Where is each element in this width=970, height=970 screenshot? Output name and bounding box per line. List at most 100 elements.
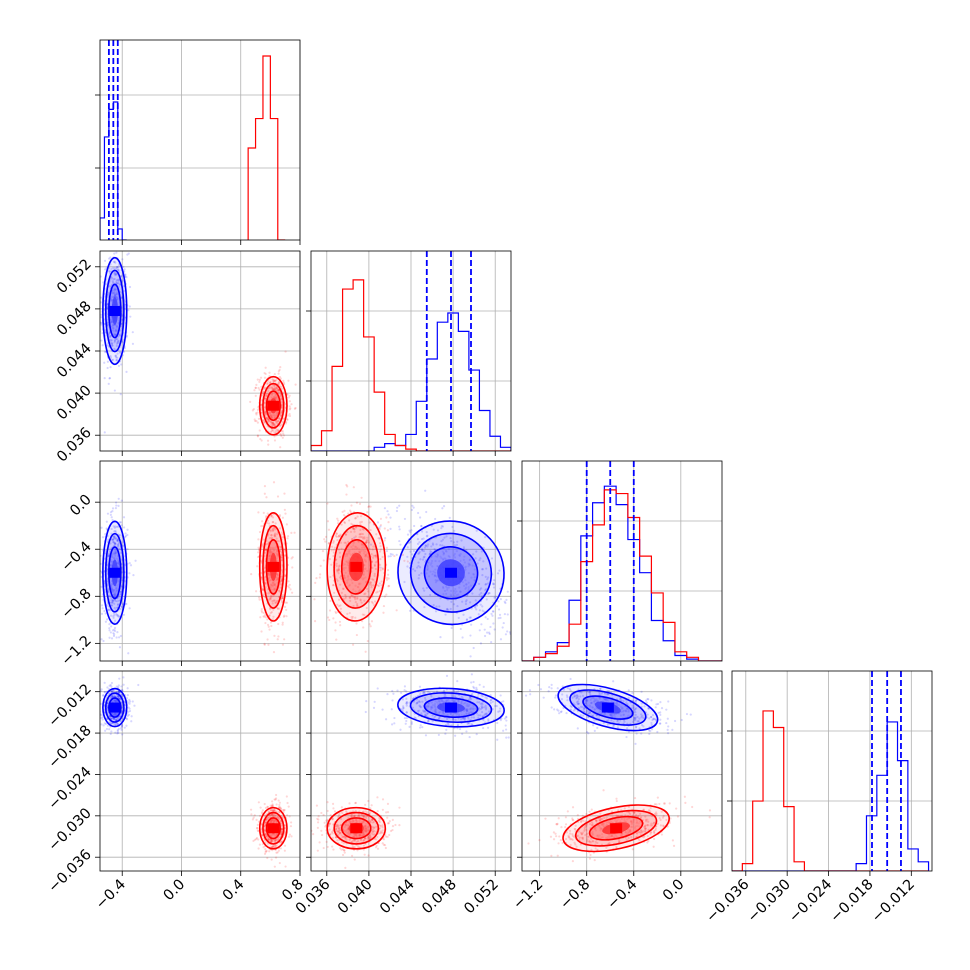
scatter-point [271, 421, 274, 424]
scatter-point [260, 607, 263, 611]
scatter-point [266, 618, 269, 621]
scatter-point [378, 537, 381, 540]
scatter-point [266, 382, 269, 385]
scatter-point [116, 722, 119, 725]
scatter-point [479, 603, 482, 606]
scatter-point [270, 386, 274, 389]
scatter-point [265, 548, 268, 551]
scatter-point [359, 521, 362, 524]
scatter-point [495, 704, 498, 708]
scatter-point [362, 537, 365, 540]
scatter-point [403, 580, 406, 584]
scatter-point [486, 631, 489, 634]
scatter-point [104, 329, 107, 332]
scatter-point [361, 527, 364, 531]
scatter-point [405, 711, 408, 714]
scatter-point [117, 615, 120, 618]
scatter-point [367, 505, 371, 508]
scatter-point [113, 266, 116, 270]
scatter-point [119, 393, 122, 396]
scatter-point [476, 562, 479, 565]
scatter-point [485, 567, 488, 570]
scatter-point [119, 697, 122, 701]
scatter-point [116, 539, 119, 542]
scatter-point [478, 707, 481, 710]
scatter-point [272, 423, 275, 426]
scatter-point [403, 517, 407, 521]
scatter-point [321, 549, 325, 553]
scatter-point [386, 529, 390, 532]
scatter-point [108, 715, 111, 718]
scatter-point [405, 704, 408, 707]
scatter-point [505, 719, 508, 722]
scatter-point [275, 803, 278, 806]
scatter-point [348, 596, 352, 600]
scatter-point [481, 695, 484, 698]
scatter-point [349, 511, 352, 514]
scatter-point [424, 734, 428, 737]
scatter-point [128, 707, 131, 710]
scatter-point [128, 702, 131, 705]
scatter-point [111, 344, 114, 347]
scatter-point [264, 850, 267, 853]
scatter-point [112, 615, 115, 618]
scatter-point [274, 838, 277, 842]
scatter-point [453, 727, 456, 730]
scatter-point [264, 411, 267, 414]
scatter-point [116, 544, 120, 547]
scatter-point [132, 574, 135, 577]
scatter-point [450, 693, 453, 696]
scatter-point [280, 575, 283, 578]
scatter-point [112, 722, 115, 725]
scatter-point [498, 613, 502, 616]
scatter-point [288, 400, 291, 403]
scatter-point [340, 523, 343, 526]
scatter-point [272, 381, 275, 384]
scatter-point [267, 389, 270, 393]
scatter-point [444, 695, 447, 698]
scatter-point [104, 331, 107, 334]
scatter-point [260, 411, 263, 414]
scatter-point [274, 856, 278, 859]
scatter-point [334, 534, 337, 537]
scatter-point [335, 558, 338, 561]
scatter-point [284, 422, 288, 425]
scatter-point [351, 537, 354, 541]
scatter-point [103, 681, 106, 684]
scatter-point [337, 567, 340, 570]
scatter-point [121, 695, 124, 698]
scatter-point [271, 800, 274, 803]
scatter-point [412, 549, 416, 553]
scatter-point [127, 713, 131, 716]
scatter-point [461, 732, 464, 735]
scatter-point [337, 598, 341, 601]
histogram-red [522, 489, 722, 661]
scatter-point [272, 651, 276, 654]
scatter-point [117, 269, 120, 272]
histogram-red [247, 55, 286, 240]
scatter-point [119, 634, 122, 638]
scatter-point [369, 820, 372, 824]
scatter-point [350, 814, 354, 817]
scatter-point [106, 686, 109, 689]
scatter-point [424, 710, 427, 714]
scatter-point [456, 680, 459, 683]
scatter-point [426, 712, 429, 715]
scatter-point [328, 828, 331, 831]
scatter-point [267, 838, 271, 841]
scatter-point [269, 430, 273, 434]
scatter-point [479, 708, 482, 711]
scatter-point [113, 272, 116, 275]
scatter-point [101, 694, 105, 697]
scatter-point [115, 356, 118, 359]
scatter-point [452, 718, 455, 721]
scatter-point [364, 541, 367, 544]
scatter-point [359, 523, 362, 526]
scatter-point [118, 697, 121, 700]
scatter-point [113, 626, 117, 629]
scatter-point [265, 417, 268, 420]
scatter-point [385, 549, 389, 553]
scatter-point [451, 695, 454, 698]
scatter-point [117, 268, 120, 271]
scatter-point [115, 279, 118, 282]
